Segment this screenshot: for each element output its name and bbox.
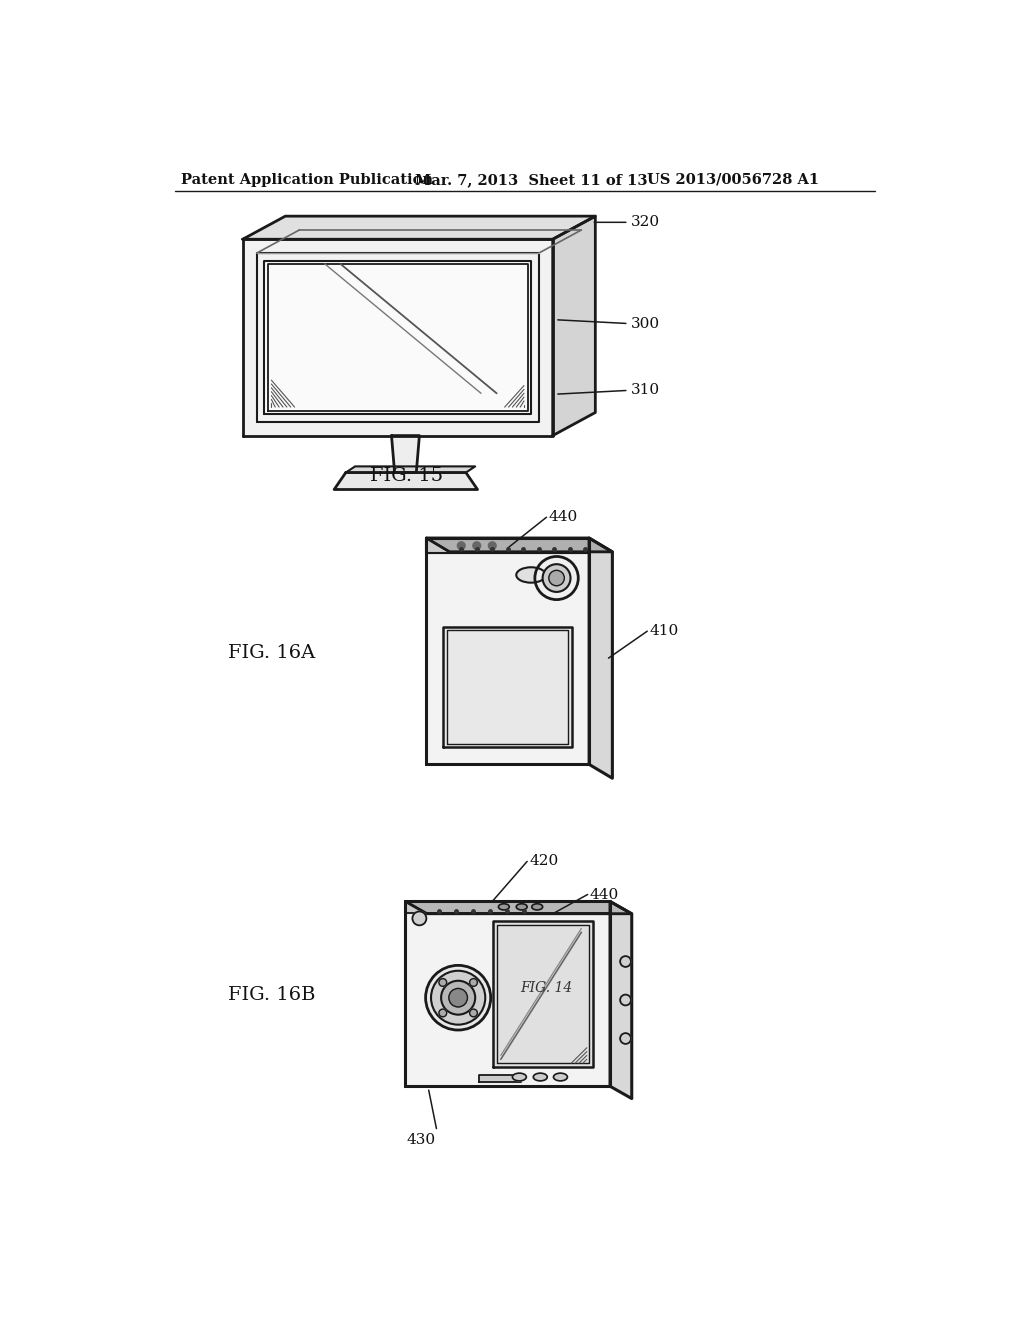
Circle shape [470,978,477,986]
Polygon shape [243,239,553,436]
Circle shape [431,970,485,1024]
Ellipse shape [554,1073,567,1081]
Polygon shape [426,539,589,764]
Text: 440: 440 [549,511,579,524]
Polygon shape [426,539,612,552]
Text: 310: 310 [631,383,660,397]
Circle shape [470,1008,477,1016]
Ellipse shape [531,904,543,909]
Text: 320: 320 [631,215,660,230]
Circle shape [621,1034,631,1044]
Polygon shape [406,902,632,913]
Text: 410: 410 [649,624,679,638]
Polygon shape [243,216,595,239]
Text: FIG. 14: FIG. 14 [520,981,572,995]
Circle shape [413,911,426,925]
Circle shape [535,557,579,599]
Circle shape [543,564,570,591]
Polygon shape [406,902,610,1086]
Text: Patent Application Publication: Patent Application Publication [180,173,433,187]
Ellipse shape [534,1073,547,1081]
Circle shape [621,956,631,966]
Ellipse shape [516,904,527,909]
Text: 300: 300 [631,317,660,330]
Text: FIG. 15: FIG. 15 [371,467,443,484]
Circle shape [549,570,564,586]
Text: 440: 440 [590,887,620,902]
Text: 430: 430 [407,1133,435,1147]
Circle shape [458,541,465,549]
Ellipse shape [512,1073,526,1081]
Polygon shape [443,627,572,747]
Polygon shape [406,902,632,913]
Circle shape [621,995,631,1006]
Polygon shape [589,539,612,779]
Polygon shape [479,1076,521,1081]
Text: US 2013/0056728 A1: US 2013/0056728 A1 [647,173,819,187]
Polygon shape [334,473,477,490]
Text: FIG. 16B: FIG. 16B [227,986,315,1005]
Polygon shape [391,436,420,473]
Circle shape [473,541,480,549]
Polygon shape [493,921,593,1067]
Circle shape [426,965,490,1030]
Text: 420: 420 [529,854,559,869]
Ellipse shape [499,904,509,909]
Circle shape [449,989,467,1007]
Circle shape [439,978,446,986]
Circle shape [488,541,496,549]
Polygon shape [346,466,475,473]
Circle shape [441,981,475,1015]
Polygon shape [426,539,612,552]
Circle shape [439,1008,446,1016]
Polygon shape [610,902,632,1098]
Ellipse shape [516,568,546,582]
Polygon shape [553,216,595,436]
Text: FIG. 16A: FIG. 16A [227,644,315,661]
Polygon shape [426,539,589,553]
Text: Mar. 7, 2013  Sheet 11 of 13: Mar. 7, 2013 Sheet 11 of 13 [415,173,647,187]
Polygon shape [406,902,610,913]
Polygon shape [264,261,531,414]
